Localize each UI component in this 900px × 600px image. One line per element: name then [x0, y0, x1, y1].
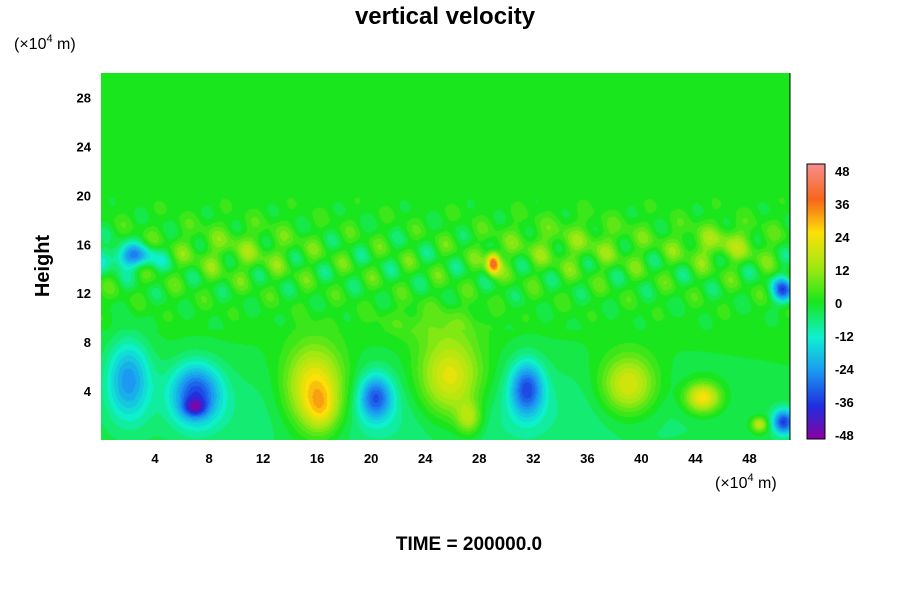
- heatmap-canvas: [101, 73, 790, 440]
- x-unit-exponent: 4: [747, 472, 753, 484]
- colorbar: 48 36 24 12 0 -12 -24 -36 -48: [806, 163, 855, 443]
- colorbar-tick-label: -24: [835, 362, 855, 377]
- colorbar-tick-label: -36: [835, 395, 854, 410]
- y-unit-exponent: 4: [46, 33, 52, 45]
- colorbar-tick-label: -12: [835, 329, 854, 344]
- y-tick-label: 28: [77, 90, 91, 105]
- colorbar-tick-label: 36: [835, 197, 849, 212]
- colorbar-tick-label: 48: [835, 164, 849, 179]
- heatmap-raster: [101, 73, 790, 440]
- y-axis-unit: (×104 m): [14, 33, 76, 53]
- colorbar-tick-labels: 48 36 24 12 0 -12 -24 -36 -48: [835, 164, 855, 443]
- x-tick-label: 16: [310, 451, 324, 466]
- x-tick-label: 28: [472, 451, 486, 466]
- y-tick-label: 20: [77, 188, 91, 203]
- x-tick-label: 32: [526, 451, 540, 466]
- y-tick-label: 12: [77, 286, 91, 301]
- x-tick-label: 40: [634, 451, 648, 466]
- x-tick-label: 24: [418, 451, 433, 466]
- y-tick-labels: 4 8 12 16 20 24 28: [77, 90, 92, 399]
- y-tick-label: 16: [77, 237, 91, 252]
- x-tick-label: 8: [205, 451, 212, 466]
- x-tick-label: 20: [364, 451, 378, 466]
- x-tick-labels: 4 8 12 16 20 24 28 32 36 40 44 48: [151, 451, 756, 466]
- x-axis-unit: (×104 m): [715, 472, 777, 492]
- x-tick-label: 4: [151, 451, 159, 466]
- y-tick-label: 4: [84, 384, 92, 399]
- colorbar-tick-label: 0: [835, 296, 842, 311]
- x-tick-label: 48: [742, 451, 756, 466]
- x-tick-label: 44: [688, 451, 703, 466]
- x-tick-label: 36: [580, 451, 594, 466]
- x-tick-label: 12: [256, 451, 270, 466]
- y-unit-base: (×10: [14, 36, 47, 53]
- x-unit-base: (×10: [715, 475, 748, 492]
- colorbar-gradient: [806, 163, 826, 440]
- y-tick-label: 24: [77, 139, 92, 154]
- chart-title: vertical velocity: [355, 3, 536, 30]
- x-unit-tail: m): [754, 475, 777, 492]
- y-tick-label: 8: [84, 335, 91, 350]
- heatmap-plot-area: [101, 73, 791, 440]
- colorbar-tick-label: 12: [835, 263, 849, 278]
- colorbar-tick-label: 24: [835, 230, 850, 245]
- y-unit-tail: m): [53, 36, 76, 53]
- colorbar-tick-label: -48: [835, 428, 854, 443]
- y-axis-label: Height: [32, 235, 54, 298]
- time-footer: TIME = 200000.0: [396, 534, 542, 555]
